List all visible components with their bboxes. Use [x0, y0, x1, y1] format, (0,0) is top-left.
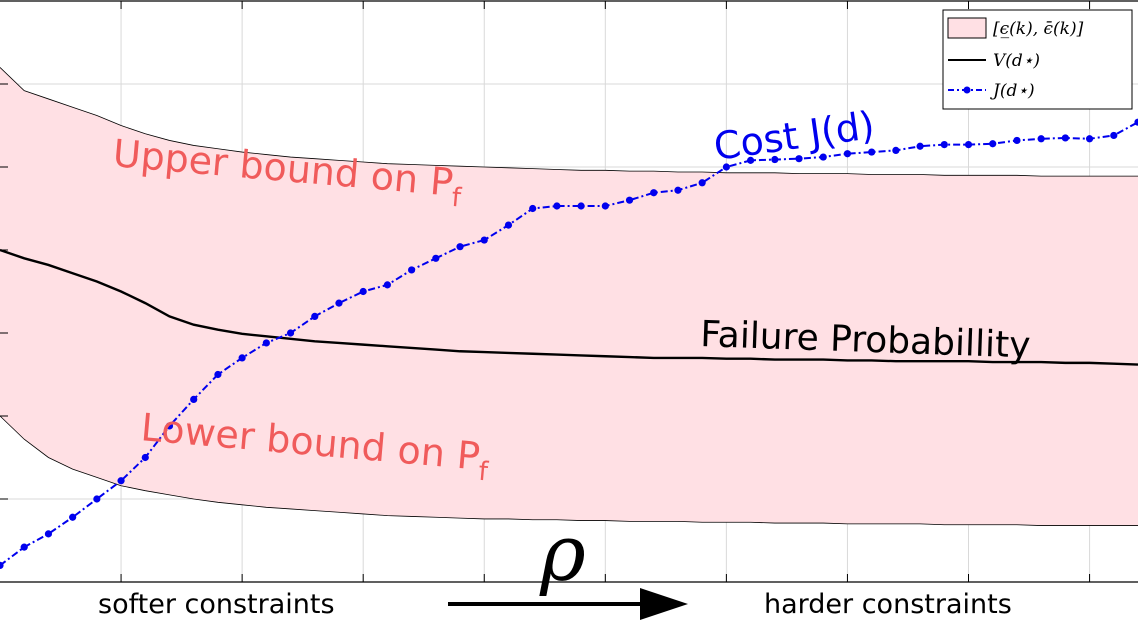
- failure-probability-line: [0, 248, 1138, 366]
- cost-point: [916, 142, 924, 150]
- cost-point: [1134, 118, 1138, 126]
- cost-point: [20, 543, 28, 551]
- cost-point: [1061, 134, 1069, 142]
- cost-point: [553, 202, 561, 210]
- cost-point: [843, 150, 852, 158]
- legend-label-j: J(d⋆): [990, 81, 1035, 101]
- upper-bound-line: [0, 67, 1138, 177]
- cost-point: [311, 312, 319, 320]
- cost-point: [1085, 135, 1094, 143]
- legend-band-swatch: [947, 17, 987, 39]
- cost-point: [456, 243, 464, 251]
- epsilon-band: [0, 67, 1138, 526]
- cost-point: [190, 395, 198, 403]
- cost-point: [93, 495, 101, 503]
- cost-point: [432, 254, 440, 262]
- cost-point: [601, 202, 609, 210]
- legend-label-v: V(d⋆): [993, 51, 1040, 71]
- cost-point: [819, 153, 827, 161]
- legend-label-band: [ϵ̲(k), ϵ̄(k)]: [993, 19, 1084, 39]
- axis-ticks: [0, 1, 1091, 582]
- cost-point: [771, 155, 779, 164]
- legend: [ϵ̲(k), ϵ̄(k)] V(d⋆) J(d⋆): [942, 9, 1133, 110]
- cost-point: [650, 189, 658, 197]
- cost-point: [1013, 136, 1021, 145]
- cost-point: [480, 236, 488, 244]
- cost-point: [69, 513, 77, 521]
- cost-point: [165, 422, 174, 430]
- cost-point: [117, 477, 125, 485]
- lower-bound-line: [0, 415, 1138, 526]
- cost-point: [141, 453, 149, 462]
- cost-point: [1110, 131, 1118, 140]
- epsilon-band-area: [0, 67, 1138, 526]
- cost-point: [238, 354, 246, 362]
- cost-point: [940, 140, 948, 149]
- cost-point: [504, 221, 513, 229]
- cost-point: [286, 329, 295, 337]
- cost-point: [383, 281, 392, 289]
- cost-line: [0, 121, 1138, 567]
- cost-point: [335, 299, 343, 307]
- cost-point: [1037, 135, 1045, 143]
- x-axis-label: ρ: [539, 509, 586, 599]
- cost-point: [674, 186, 682, 194]
- cost-point: [722, 163, 730, 171]
- cost-point: [746, 156, 755, 164]
- cost-point: [577, 202, 585, 210]
- cost-point: [262, 339, 270, 347]
- cost-point: [964, 140, 973, 149]
- cost-point: [359, 287, 367, 296]
- cost-point: [698, 179, 706, 187]
- cost-point: [214, 370, 222, 379]
- cost-point: [989, 140, 997, 148]
- series-lines: [0, 121, 1138, 567]
- cost-markers: [0, 118, 1138, 569]
- cost-point: [625, 196, 634, 204]
- cost-point: [44, 530, 53, 538]
- cost-point: [795, 155, 803, 163]
- cost-point: [892, 146, 900, 154]
- x-tick-label-left: softer constraints: [98, 589, 335, 620]
- cost-point: [529, 204, 537, 213]
- x-direction-arrow-head: [640, 588, 688, 620]
- cost-point: [0, 561, 4, 569]
- cost-point: [408, 266, 416, 274]
- x-tick-label-right: harder constraints: [764, 589, 1012, 620]
- legend-marker-swatch: [963, 86, 971, 94]
- cost-point: [868, 148, 876, 156]
